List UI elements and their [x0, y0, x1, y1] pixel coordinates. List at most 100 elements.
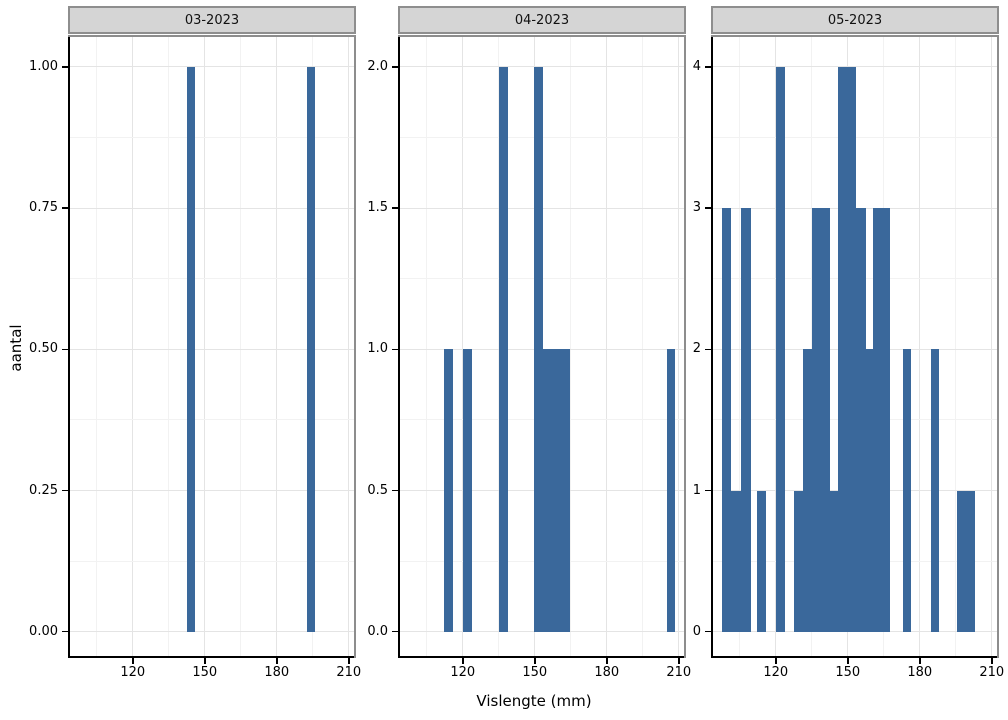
histogram-bar: [829, 490, 839, 632]
plot-panel: [398, 35, 686, 658]
panel-border-top: [711, 35, 999, 37]
y-axis-tick: [705, 207, 711, 209]
y-major-gridline: [68, 348, 356, 350]
x-axis-tick: [462, 658, 464, 664]
x-major-gridline: [348, 35, 350, 658]
histogram-bar: [721, 208, 732, 632]
histogram-bar: [903, 349, 912, 632]
x-axis-tick-label: 180: [594, 665, 620, 680]
panel-border-left: [398, 35, 400, 658]
panel-border-bottom: [398, 656, 686, 658]
y-axis-tick-label: 1.5: [367, 200, 388, 216]
panel-border-right: [684, 35, 686, 658]
x-axis-tick-label: 210: [979, 665, 1005, 680]
panel-border-left: [68, 35, 70, 658]
panel-border-top: [398, 35, 686, 37]
x-axis-tick: [606, 658, 608, 664]
y-axis-tick-label: 0.0: [367, 623, 388, 639]
x-minor-gridline: [426, 35, 428, 658]
y-minor-gridline: [68, 278, 356, 280]
y-axis-tick-label: 0.75: [29, 200, 58, 216]
histogram-bar: [793, 490, 804, 632]
panel-border-bottom: [711, 656, 999, 658]
histogram-bar: [186, 66, 196, 632]
histogram-bar: [930, 349, 939, 632]
x-axis-tick-label: 180: [264, 665, 290, 680]
histogram-bar: [533, 66, 544, 632]
panel-border-right: [997, 35, 999, 658]
y-major-gridline: [68, 631, 356, 633]
facet-strip: 03-2023: [68, 6, 356, 34]
x-major-gridline: [276, 35, 278, 658]
plot-panel: [711, 35, 999, 658]
histogram-bar: [775, 66, 786, 632]
histogram-bar: [306, 66, 316, 632]
y-axis-tick-label: 1.00: [29, 58, 58, 74]
histogram-bar: [838, 66, 857, 632]
x-axis-tick-label: 150: [835, 665, 861, 680]
x-axis-tick: [775, 658, 777, 664]
x-axis-tick-label: 180: [907, 665, 933, 680]
x-axis-tick-label: 150: [522, 665, 548, 680]
panel-border-top: [68, 35, 356, 37]
histogram-bar: [443, 349, 454, 632]
x-axis-tick: [132, 658, 134, 664]
x-axis-tick: [276, 658, 278, 664]
facet-strip: 05-2023: [711, 6, 999, 34]
y-minor-gridline: [68, 560, 356, 562]
x-axis-tick-label: 210: [336, 665, 362, 680]
y-axis-tick-label: 2.0: [367, 58, 388, 74]
y-axis-tick-label: 3: [692, 200, 701, 216]
y-axis-tick: [392, 489, 398, 492]
y-major-gridline: [68, 207, 356, 209]
x-axis-tick: [534, 658, 536, 664]
histogram-bar: [865, 349, 873, 632]
y-minor-gridline: [68, 137, 356, 138]
y-axis-tick-label: 4: [692, 58, 701, 74]
panel-border-bottom: [68, 656, 356, 658]
x-major-gridline: [462, 35, 464, 658]
x-axis-tick: [348, 658, 350, 664]
histogram-bar: [666, 349, 676, 632]
y-axis-tick-label: 0.5: [367, 482, 388, 498]
y-major-gridline: [68, 66, 356, 68]
y-axis-tick-label: 0.50: [29, 341, 58, 357]
histogram-bar: [543, 349, 570, 632]
y-axis-tick-label: 0: [692, 623, 701, 639]
y-axis-tick: [392, 348, 398, 351]
facet-strip: 04-2023: [398, 6, 686, 34]
x-minor-gridline: [955, 35, 957, 658]
x-major-gridline: [132, 35, 134, 658]
y-axis-tick: [62, 66, 68, 68]
x-major-gridline: [919, 35, 921, 658]
y-axis-tick: [705, 630, 711, 633]
y-minor-gridline: [68, 419, 356, 421]
histogram-bar: [731, 490, 741, 632]
x-axis-tick-label: 120: [763, 665, 789, 680]
x-axis-tick-label: 120: [120, 665, 146, 680]
x-axis-title: Vislengte (mm): [476, 692, 592, 710]
y-axis-tick: [62, 489, 68, 492]
x-axis-tick: [678, 658, 680, 664]
plot-panel: [68, 35, 356, 658]
histogram-bar: [957, 490, 975, 632]
y-axis-tick: [62, 348, 68, 351]
x-minor-gridline: [570, 35, 572, 658]
y-axis-tick: [62, 207, 68, 209]
facet-strip-label: 04-2023: [514, 12, 570, 28]
y-axis-tick: [62, 630, 68, 633]
y-axis-tick-label: 1.0: [367, 341, 388, 357]
x-axis-tick: [991, 658, 993, 664]
x-major-gridline: [678, 35, 680, 658]
y-axis-tick-label: 2: [692, 341, 701, 357]
x-axis-tick-label: 150: [192, 665, 218, 680]
histogram-bar: [811, 208, 830, 632]
x-axis-tick-label: 210: [666, 665, 692, 680]
x-minor-gridline: [642, 35, 644, 658]
x-axis-tick: [204, 658, 206, 664]
histogram-bar: [873, 208, 890, 632]
y-axis-tick-label: 1: [692, 482, 701, 498]
x-axis-tick: [919, 658, 921, 664]
x-minor-gridline: [96, 35, 98, 658]
